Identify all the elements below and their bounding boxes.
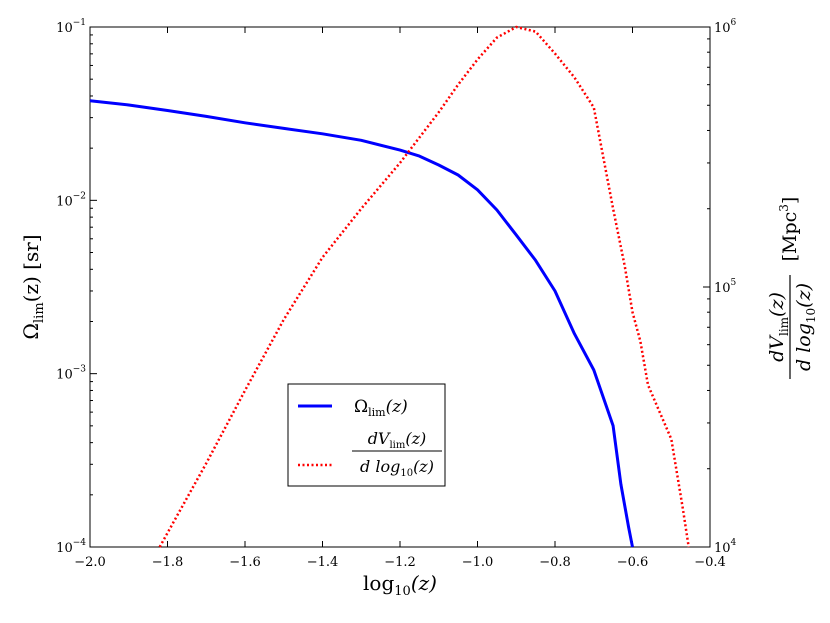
y-right-title-unit: [Mpc (779, 212, 801, 262)
series-line-omega (89, 99, 634, 548)
y-right-title-num-sub: lim (777, 316, 791, 336)
y-right-title-unit-end: ] (779, 197, 801, 204)
x-axis-title-arg: (z) (411, 571, 437, 595)
legend-box (287, 383, 446, 487)
svg-text:Ωlim(z) [sr]: Ωlim(z) [sr] (19, 234, 47, 339)
left-tick-label: 10−1 (56, 18, 86, 36)
x-tick-label: −1.2 (384, 555, 416, 570)
y-left-title-main: Ω (19, 323, 43, 340)
y-right-axis-title: dVlim(z) d log10(z) [Mpc3] (766, 197, 818, 379)
x-tick-label: −0.4 (694, 555, 726, 570)
y-left-axis-title: Ωlim(z) [sr] (19, 234, 47, 339)
y-right-title-den-sub: 10 (804, 308, 818, 323)
x-tick-label: −1.8 (152, 555, 184, 570)
y-left-title-arg: (z) [sr] (19, 234, 43, 302)
x-tick-label: −0.6 (617, 555, 649, 570)
legend-label-omega: Ωlim(z) (354, 397, 408, 419)
y-right-axis-ticks: 104 105 106 (703, 18, 737, 556)
x-axis-title-sub: 10 (394, 584, 411, 599)
x-tick-label: −0.8 (539, 555, 571, 570)
right-tick-label: 106 (714, 18, 737, 36)
y-left-title-sub: lim (32, 302, 47, 323)
svg-text:[Mpc3]: [Mpc3] (777, 197, 801, 262)
left-tick-label: 10−3 (56, 365, 86, 383)
x-axis-title-main: log (363, 571, 394, 595)
x-tick-label: −1.0 (462, 555, 494, 570)
x-axis-title: log10(z) (363, 571, 437, 599)
left-tick-label: 10−4 (56, 538, 86, 556)
legend-label-dv-denominator: d log10(z) (360, 457, 434, 479)
svg-text:dVlim(z): dVlim(z) (766, 292, 791, 362)
y-left-axis-ticks: 10−4 10−3 10−2 10−1 (56, 18, 97, 556)
x-axis-ticks: −2.0 −1.8 −1.6 −1.4 −1.2 −1.0 −0.8 −0.6 −0.4 (74, 27, 726, 570)
y-right-title-num: dV (766, 334, 788, 362)
y-right-title-num-arg: (z) (766, 292, 788, 317)
right-tick-label: 104 (714, 538, 737, 556)
left-tick-label: 10−2 (56, 191, 86, 209)
series-line-dv (158, 25, 690, 548)
y-right-title-den-arg: (z) (793, 283, 815, 308)
x-tick-label: −1.6 (229, 555, 261, 570)
legend: Ωlim(z) dVlim(z) d log10(z) (287, 383, 446, 487)
legend-label-dv-numerator: dVlim(z) (368, 429, 427, 451)
x-tick-label: −2.0 (74, 555, 106, 570)
svg-text:d log10(z): d log10(z) (793, 283, 818, 371)
y-right-title-den: d log (793, 323, 815, 371)
y-right-title-unit-sup: 3 (777, 204, 791, 212)
series-layer (89, 25, 690, 548)
right-tick-label: 105 (714, 278, 737, 296)
x-tick-label: −1.4 (307, 555, 339, 570)
